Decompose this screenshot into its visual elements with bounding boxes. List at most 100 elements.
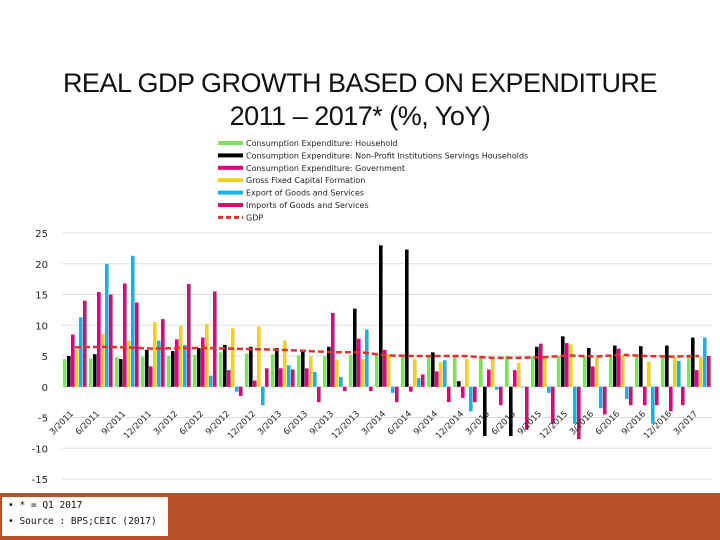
x-tick-label-1: 6/2011 (74, 409, 102, 437)
legend-label-5: Imports of Goods and Services (246, 201, 369, 210)
bar-s2-c5 (201, 337, 205, 387)
bar-s2-c15 (461, 386, 465, 398)
bar-s2-c1 (97, 292, 101, 387)
bar-s0-c2 (115, 357, 119, 387)
bar-s1-c19 (561, 336, 565, 387)
bar-s5-c20 (603, 386, 607, 415)
bar-s2-c21 (617, 348, 621, 387)
legend-swatch-0 (218, 141, 243, 145)
bar-s0-c18 (531, 356, 535, 387)
x-tick-label-21: 6/2016 (594, 409, 622, 437)
bar-s5-c12 (395, 386, 399, 403)
y-tick-label-3: 10 (35, 321, 48, 332)
bar-s2-c7 (253, 380, 257, 387)
bar-s0-c11 (349, 354, 353, 387)
bar-s5-c24 (707, 356, 711, 387)
bar-s3-c14 (439, 362, 443, 387)
y-tick-label-1: 20 (35, 260, 48, 271)
bar-s0-c12 (375, 353, 379, 387)
bar-s5-c16 (499, 386, 503, 406)
bar-s1-c10 (327, 346, 331, 387)
bar-s0-c16 (479, 356, 483, 387)
bar-s0-c9 (297, 355, 301, 387)
x-tick-label-15: 12/2014 (434, 409, 466, 441)
bar-s5-c9 (317, 386, 321, 403)
bar-s1-c9 (301, 349, 305, 387)
bar-s3-c3 (153, 322, 157, 387)
bar-s2-c13 (409, 386, 413, 392)
bar-s2-c14 (435, 371, 439, 387)
legend-label-4: Export of Goods and Services (246, 189, 364, 198)
bar-s0-c1 (89, 358, 93, 387)
bar-s4-c22 (651, 386, 655, 424)
legend-label-6: GDP (246, 213, 263, 222)
x-tick-label-8: 3/2013 (256, 409, 284, 437)
bar-s2-c19 (565, 343, 569, 387)
y-tick-label-6: -5 (38, 414, 48, 425)
bar-s1-c6 (223, 344, 227, 387)
bar-s5-c19 (577, 386, 581, 440)
legend-swatch-2 (218, 165, 243, 170)
chart-legend: Consumption Expenditure: Household Consum… (218, 139, 528, 222)
bar-s3-c22 (647, 361, 651, 387)
bar-s3-c0 (75, 349, 79, 387)
bar-s2-c12 (383, 349, 387, 387)
bar-s1-c8 (275, 348, 279, 387)
bar-s3-c19 (569, 344, 573, 387)
bar-s4-c10 (339, 376, 343, 387)
bar-s4-c17 (521, 386, 525, 388)
bar-s2-c10 (331, 312, 335, 387)
bar-s5-c17 (525, 386, 529, 430)
bar-s2-c0 (71, 334, 75, 387)
bar-s3-c23 (673, 357, 677, 387)
bar-s5-c6 (239, 386, 243, 396)
bar-s4-c14 (443, 360, 447, 387)
y-tick-label-5: 0 (42, 383, 48, 394)
bar-s4-c15 (469, 386, 473, 412)
bar-s3-c13 (413, 359, 417, 387)
bar-s0-c17 (505, 356, 509, 387)
bar-s4-c24 (703, 337, 707, 387)
bar-s4-c5 (209, 375, 213, 387)
bar-s5-c10 (343, 386, 347, 392)
bar-s1-c5 (197, 348, 201, 387)
bar-s3-c24 (699, 357, 703, 387)
x-tick-label-12: 3/2014 (360, 409, 388, 437)
x-tick-label-3: 12/2011 (122, 409, 154, 441)
legend-label-2: Consumption Expenditure: Government (246, 164, 405, 173)
legend-swatch-3 (218, 178, 243, 183)
bar-s3-c5 (205, 324, 209, 387)
bar-s5-c23 (681, 386, 685, 406)
bar-s4-c20 (599, 386, 603, 409)
bar-s4-c4 (183, 344, 187, 387)
bar-s4-c9 (313, 371, 317, 387)
bar-s4-c8 (287, 365, 291, 387)
bar-s1-c12 (379, 245, 383, 387)
bar-s3-c6 (231, 328, 235, 387)
bar-s3-c20 (595, 357, 599, 387)
bar-s5-c8 (291, 369, 295, 387)
x-tick-label-24: 3/2017 (672, 409, 700, 437)
x-tick-label-4: 3/2012 (152, 409, 180, 437)
bar-s5-c15 (473, 386, 477, 403)
y-tick-label-2: 15 (35, 291, 48, 302)
bar-s1-c16 (483, 386, 487, 436)
chart-bars (63, 245, 711, 440)
footnote-source: • Source : BPS;CEIC (2017) (8, 516, 157, 527)
bar-s3-c18 (543, 357, 547, 387)
bar-s3-c4 (179, 325, 183, 387)
bar-s5-c4 (187, 284, 191, 387)
bar-s2-c20 (591, 366, 595, 387)
bar-s2-c3 (149, 366, 153, 387)
bar-s4-c0 (79, 317, 83, 387)
x-tick-label-7: 12/2012 (226, 409, 258, 441)
y-tick-label-7: -10 (32, 444, 48, 455)
bar-s2-c24 (695, 370, 699, 387)
y-axis-ticks: 25 20 15 10 5 0 -5 -10 -15 (32, 229, 48, 486)
x-tick-label-9: 6/2013 (282, 409, 310, 437)
legend-swatch-4 (218, 190, 243, 195)
bar-s5-c3 (161, 319, 165, 387)
bar-s1-c2 (119, 359, 123, 387)
gdp-chart: Consumption Expenditure: Household Consum… (32, 139, 712, 486)
bar-s5-c11 (369, 386, 373, 392)
